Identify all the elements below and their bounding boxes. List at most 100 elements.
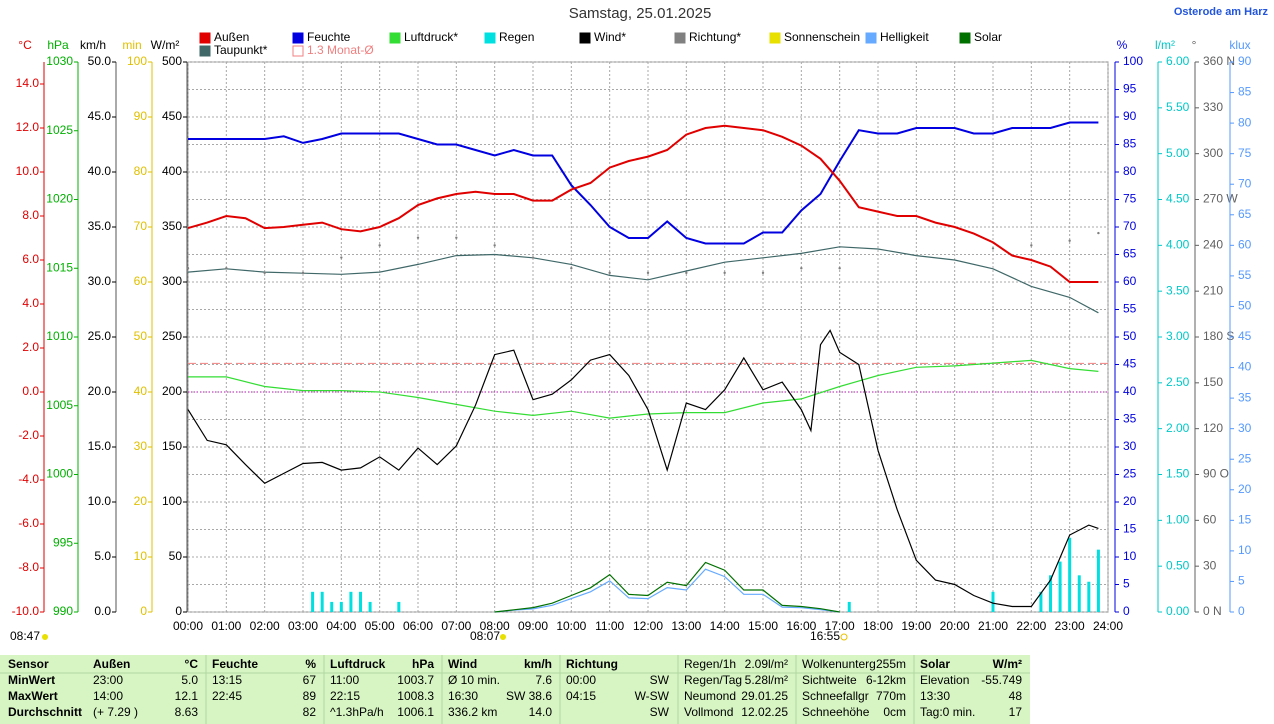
- y-tick-label: 40: [134, 384, 148, 398]
- y-tick-label: 0: [175, 604, 182, 618]
- location: Osterode am Harz: [1174, 6, 1269, 18]
- x-tick-label: 01:00: [211, 619, 241, 633]
- y-tick-label: -4.0: [18, 472, 39, 486]
- series-line: [188, 359, 1099, 419]
- table-cell: MaxWert: [8, 689, 58, 703]
- y-tick-label: 30.0: [88, 274, 112, 288]
- y-tick-label: 35: [1238, 390, 1252, 404]
- y-tick-label: 30: [1203, 558, 1217, 572]
- legend-label: Luftdruck*: [404, 30, 458, 44]
- direction-dot: [378, 244, 381, 247]
- table-cell: 17: [1009, 705, 1023, 719]
- y-tick-label: 500: [162, 54, 182, 68]
- y-tick-label: 50: [169, 549, 183, 563]
- table-cell: Wind: [448, 657, 477, 671]
- y-tick-label: 0: [1238, 604, 1245, 618]
- y-tick-label: 25.0: [88, 329, 112, 343]
- table-cell: Sensor: [8, 657, 49, 671]
- x-tick-label: 12:00: [633, 619, 663, 633]
- table-cell: Ø 10 min.: [448, 673, 500, 687]
- table-cell: 48: [1009, 689, 1023, 703]
- y-tick-label: 1.00: [1166, 513, 1190, 527]
- legend-swatch: [389, 32, 401, 44]
- table-cell: 82: [303, 705, 317, 719]
- table-cell: Neumond: [684, 689, 736, 703]
- y-tick-label: 50: [1123, 329, 1137, 343]
- table-cell: Tag:0 min.: [920, 705, 975, 719]
- y-tick-label: 80: [134, 164, 148, 178]
- y-tick-label: 1015: [46, 260, 73, 274]
- legend-swatch: [865, 32, 877, 44]
- rain-bar: [1039, 591, 1043, 612]
- table-cell: 00:00: [566, 673, 596, 687]
- table-cell: Regen/1h: [684, 657, 736, 671]
- table-cell: 67: [303, 673, 317, 687]
- y-tick-label: 35.0: [88, 219, 112, 233]
- table-cell: 1003.7: [397, 673, 434, 687]
- y-tick-label: 45: [1123, 357, 1137, 371]
- table-cell: 16:30: [448, 689, 478, 703]
- y-tick-label: 270 W: [1203, 192, 1238, 206]
- x-tick-label: 03:00: [288, 619, 318, 633]
- sunset-icon: [840, 633, 848, 641]
- x-tick-label: 11:00: [595, 619, 624, 633]
- y-tick-label: 85: [1123, 137, 1137, 151]
- legend-label: Helligkeit: [880, 30, 929, 44]
- series-line: [187, 329, 1099, 608]
- y-tick-label: 1025: [46, 123, 73, 137]
- y-tick-label: 5: [1238, 574, 1245, 588]
- y-tick-label: 350: [162, 219, 182, 233]
- y-tick-label: 450: [162, 109, 182, 123]
- y-tick-label: 35: [1123, 412, 1137, 426]
- y-tick-label: 100: [127, 54, 147, 68]
- table-cell: 04:15: [566, 689, 596, 703]
- direction-dot: [608, 271, 611, 275]
- table-background: [0, 655, 1030, 724]
- table-cell: 8.63: [175, 705, 199, 719]
- x-tick-label: 02:00: [250, 619, 280, 633]
- table-cell: W-SW: [635, 689, 670, 703]
- table-cell: %: [305, 657, 316, 671]
- table-cell: 14.0: [529, 705, 553, 719]
- x-tick-label: 24:00: [1093, 619, 1123, 633]
- table-cell: (+ 7.29 ): [93, 705, 138, 719]
- axis-unit: hPa: [47, 38, 69, 52]
- x-tick-label: 14:00: [710, 619, 740, 633]
- y-tick-label: 80: [1123, 164, 1137, 178]
- rain-bar: [991, 591, 995, 612]
- axis-unit: %: [1117, 38, 1128, 52]
- y-tick-label: 45.0: [88, 109, 112, 123]
- direction-dot: [340, 256, 343, 259]
- legend-swatch: [674, 32, 686, 44]
- rain-bar: [1077, 575, 1081, 612]
- table-cell: Sichtweite: [802, 673, 857, 687]
- sunset: 16:55: [810, 629, 840, 643]
- table-cell: Schneehöhe: [802, 705, 870, 719]
- y-tick-label: 65: [1123, 247, 1137, 261]
- y-tick-label: 40: [1238, 360, 1252, 374]
- table-cell: °C: [185, 657, 199, 671]
- y-tick-label: 4.50: [1166, 192, 1190, 206]
- y-tick-label: 90: [134, 109, 148, 123]
- rain-bar: [1068, 537, 1072, 612]
- y-tick-label: 14.0: [16, 76, 40, 90]
- y-tick-label: 4.00: [1166, 238, 1190, 252]
- y-tick-label: 60: [1123, 274, 1137, 288]
- table-cell: SW: [650, 673, 670, 687]
- rain-bar: [339, 601, 343, 612]
- legend-swatch: [292, 32, 304, 44]
- table-cell: 13:30: [920, 689, 950, 703]
- direction-dot: [1068, 239, 1071, 242]
- y-tick-label: 50.0: [88, 54, 112, 68]
- table-cell: 2.09l/m²: [745, 657, 788, 671]
- x-tick-label: 08:00: [480, 619, 510, 633]
- table-cell: 255m: [876, 657, 906, 671]
- legend-label: Regen: [499, 30, 534, 44]
- y-tick-label: 10.0: [88, 494, 112, 508]
- rain-bar: [1049, 575, 1052, 612]
- rain-bar: [1096, 549, 1100, 612]
- y-tick-label: 30: [1238, 421, 1252, 435]
- y-tick-label: 1005: [46, 398, 73, 412]
- y-tick-label: 150: [1203, 375, 1223, 389]
- y-tick-label: 250: [162, 329, 182, 343]
